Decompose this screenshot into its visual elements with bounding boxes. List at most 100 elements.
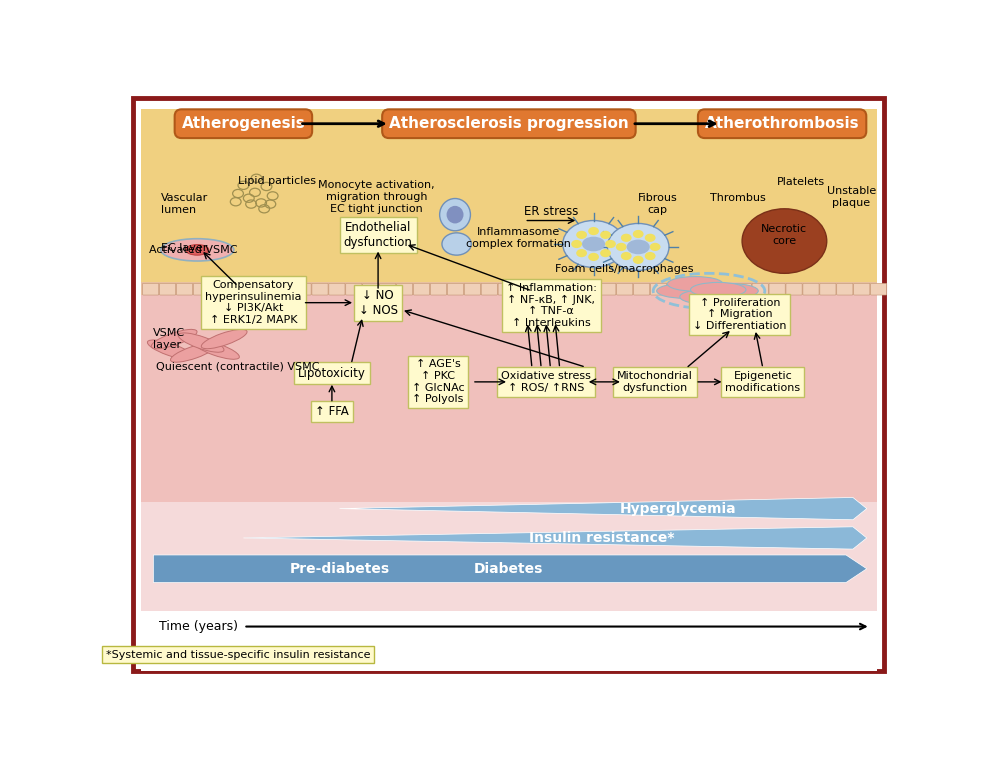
FancyBboxPatch shape (786, 283, 802, 295)
FancyBboxPatch shape (566, 283, 582, 295)
FancyBboxPatch shape (752, 283, 769, 295)
Circle shape (644, 234, 655, 242)
Text: Pre-diabetes: Pre-diabetes (290, 562, 389, 576)
FancyBboxPatch shape (244, 283, 260, 295)
FancyBboxPatch shape (854, 283, 870, 295)
FancyBboxPatch shape (498, 283, 514, 295)
Circle shape (588, 253, 599, 261)
FancyBboxPatch shape (346, 283, 361, 295)
FancyBboxPatch shape (465, 283, 481, 295)
FancyBboxPatch shape (650, 283, 666, 295)
Ellipse shape (667, 277, 723, 291)
Text: VSMC
layer: VSMC layer (153, 328, 186, 350)
FancyBboxPatch shape (735, 283, 752, 295)
FancyBboxPatch shape (329, 283, 345, 295)
FancyBboxPatch shape (701, 283, 718, 295)
FancyBboxPatch shape (820, 283, 836, 295)
Circle shape (742, 209, 827, 274)
Text: Hyperglycemia: Hyperglycemia (620, 501, 737, 516)
FancyBboxPatch shape (447, 283, 464, 295)
FancyBboxPatch shape (379, 283, 396, 295)
Text: ↑ FFA: ↑ FFA (315, 405, 349, 418)
Bar (141, 610, 877, 671)
Polygon shape (340, 498, 867, 520)
FancyBboxPatch shape (261, 283, 277, 295)
Text: EC layer: EC layer (161, 243, 208, 253)
Circle shape (608, 223, 669, 271)
Text: Inflammasome
complex formation: Inflammasome complex formation (466, 227, 571, 249)
FancyBboxPatch shape (617, 283, 633, 295)
Ellipse shape (690, 283, 746, 297)
Text: Lipid particles: Lipid particles (237, 175, 316, 186)
Text: Atherothrombosis: Atherothrombosis (705, 117, 859, 131)
FancyBboxPatch shape (482, 283, 497, 295)
Text: Platelets: Platelets (778, 178, 825, 187)
FancyBboxPatch shape (295, 283, 311, 295)
Ellipse shape (442, 233, 472, 255)
FancyBboxPatch shape (684, 283, 700, 295)
Text: Quiescent (contractile) VSMC: Quiescent (contractile) VSMC (156, 361, 320, 371)
Text: Diabetes: Diabetes (475, 562, 543, 576)
FancyBboxPatch shape (634, 283, 649, 295)
Ellipse shape (147, 340, 194, 359)
FancyBboxPatch shape (312, 283, 328, 295)
Circle shape (600, 231, 611, 239)
Ellipse shape (151, 329, 197, 349)
Ellipse shape (440, 199, 471, 231)
Circle shape (644, 252, 655, 260)
Circle shape (588, 227, 599, 235)
Ellipse shape (703, 283, 759, 298)
Polygon shape (153, 555, 867, 582)
FancyBboxPatch shape (160, 283, 176, 295)
Text: Endothelial
dysfunction: Endothelial dysfunction (344, 221, 412, 249)
Ellipse shape (194, 340, 239, 359)
Ellipse shape (178, 333, 224, 352)
FancyBboxPatch shape (227, 283, 243, 295)
Text: *Systemic and tissue-specific insulin resistance: *Systemic and tissue-specific insulin re… (106, 650, 370, 660)
FancyBboxPatch shape (177, 283, 193, 295)
Text: Activated VSMC: Activated VSMC (149, 245, 237, 255)
Text: Atherogenesis: Atherogenesis (182, 117, 305, 131)
FancyBboxPatch shape (133, 98, 885, 671)
Ellipse shape (680, 290, 735, 304)
Circle shape (576, 231, 587, 239)
Bar (141, 502, 877, 610)
Text: ↑ Proliferation
↑ Migration
↓ Differentiation: ↑ Proliferation ↑ Migration ↓ Differenti… (693, 298, 786, 331)
Text: Monocyte activation,
migration through
EC tight junction: Monocyte activation, migration through E… (318, 181, 435, 213)
FancyBboxPatch shape (532, 283, 548, 295)
Text: Atherosclerosis progression: Atherosclerosis progression (389, 117, 629, 131)
Text: Insulin resistance*: Insulin resistance* (528, 531, 674, 545)
Circle shape (571, 240, 582, 248)
FancyBboxPatch shape (769, 283, 785, 295)
Ellipse shape (656, 283, 712, 298)
Circle shape (600, 249, 611, 258)
FancyBboxPatch shape (549, 283, 565, 295)
Text: ↑ Inflammation:
↑ NF-κB, ↑ JNK,
↑ TNF-α
↑ Interleukins: ↑ Inflammation: ↑ NF-κB, ↑ JNK, ↑ TNF-α … (505, 283, 597, 328)
Text: Time (years): Time (years) (159, 620, 237, 633)
Bar (141, 282, 877, 502)
Text: Oxidative stress
↑ ROS/ ↑RNS: Oxidative stress ↑ ROS/ ↑RNS (500, 371, 591, 392)
Text: Lipotoxicity: Lipotoxicity (298, 367, 365, 379)
Text: Unstable
plaque: Unstable plaque (827, 186, 876, 208)
Circle shape (621, 252, 632, 260)
Ellipse shape (627, 239, 649, 255)
Text: Foam cells/macrophages: Foam cells/macrophages (555, 264, 693, 274)
FancyBboxPatch shape (143, 283, 159, 295)
FancyBboxPatch shape (396, 283, 413, 295)
Text: Mitochondrial
dysfunction: Mitochondrial dysfunction (618, 371, 693, 392)
Circle shape (621, 234, 632, 242)
Text: ↑ AGE's
↑ PKC
↑ GlcNAc
↑ Polyols: ↑ AGE's ↑ PKC ↑ GlcNAc ↑ Polyols (412, 360, 465, 405)
Text: Compensatory
hyperinsulinemia
↓ PI3K/Akt
↑ ERK1/2 MAPK: Compensatory hyperinsulinemia ↓ PI3K/Akt… (206, 280, 302, 325)
Circle shape (576, 249, 587, 258)
FancyBboxPatch shape (515, 283, 531, 295)
Ellipse shape (186, 245, 209, 255)
FancyBboxPatch shape (600, 283, 616, 295)
Ellipse shape (171, 343, 216, 362)
Circle shape (633, 230, 643, 238)
FancyBboxPatch shape (430, 283, 447, 295)
Text: Necrotic
core: Necrotic core (762, 224, 807, 246)
Circle shape (605, 240, 616, 248)
Text: ↓ NO
↓ NOS: ↓ NO ↓ NOS (358, 289, 397, 317)
FancyBboxPatch shape (413, 283, 430, 295)
Text: Thrombus: Thrombus (710, 194, 766, 203)
